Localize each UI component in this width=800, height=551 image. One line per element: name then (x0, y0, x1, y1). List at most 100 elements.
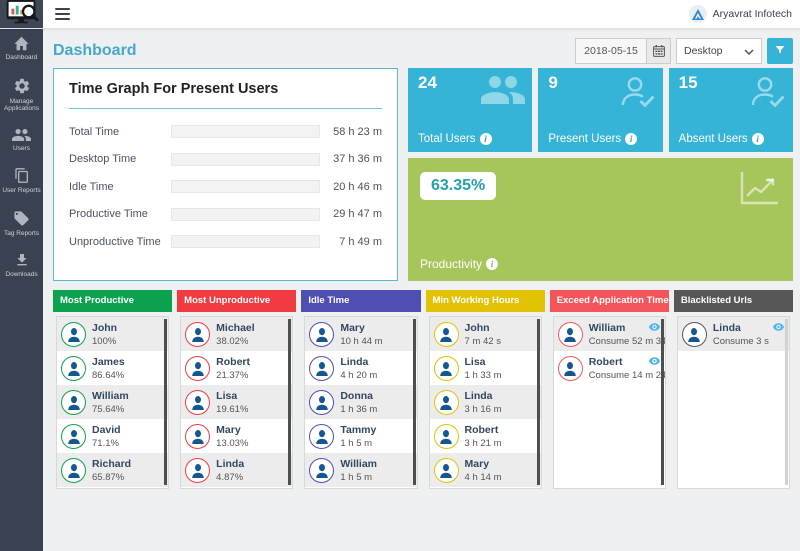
person-icon (67, 361, 80, 376)
user-text: Lisa 19.61% (216, 390, 248, 415)
sidebar-item-tag-reports[interactable]: Tag Reports (0, 202, 43, 245)
scrollbar[interactable] (536, 319, 540, 485)
person-icon (191, 327, 204, 342)
person-icon (440, 327, 452, 342)
sidebar-item-dashboard[interactable]: Dashboard (0, 28, 43, 69)
user-columns: Most Productive John 100% James 86.64% (53, 290, 794, 489)
user-value: 10 h 44 m (340, 335, 383, 347)
column-header: Exceed Application Time (549, 290, 669, 312)
sidebar-item-label: User Reports (2, 187, 41, 194)
list-item[interactable]: Linda Consume 3 s (677, 317, 790, 351)
time-graph-row: Idle Time 20 h 46 m (69, 173, 382, 201)
calendar-icon[interactable] (646, 39, 670, 63)
user-value: 4 h 14 m (464, 471, 502, 483)
column-header: Min Working Hours (425, 290, 545, 312)
sidebar-item-users[interactable]: Users (0, 120, 43, 160)
info-icon[interactable]: i (751, 133, 764, 145)
column-title: Blacklisted Urls (680, 295, 753, 306)
list-item[interactable]: John 7 m 42 s (429, 317, 541, 351)
filter-controls: Desktop (575, 38, 793, 64)
bar-value: 58 h 23 m (333, 125, 382, 138)
avatar (61, 457, 86, 483)
list-item[interactable]: Mary 4 h 14 m (429, 453, 541, 487)
list-item[interactable]: James 86.64% (57, 351, 169, 385)
sidebar-item-downloads[interactable]: Downloads (0, 244, 43, 286)
user-list: William Consume 52 m 34 Robert Consume 1… (552, 316, 666, 489)
info-icon[interactable]: i (486, 258, 499, 270)
avatar (61, 355, 86, 381)
person-icon (67, 327, 80, 342)
info-icon[interactable]: i (479, 133, 492, 145)
person-icon (191, 395, 204, 410)
list-item[interactable]: Richard 65.87% (57, 453, 169, 487)
list-item[interactable]: John 100% (57, 317, 169, 351)
list-item[interactable]: Lisa 19.61% (181, 385, 293, 419)
info-icon[interactable]: i (625, 133, 638, 145)
list-item[interactable]: William 75.64% (57, 385, 169, 419)
list-item[interactable]: Linda 3 h 16 m (429, 385, 541, 419)
avatar (433, 457, 459, 483)
scrollbar[interactable] (288, 319, 292, 485)
bar-track (171, 235, 320, 249)
column-title: Idle Time (308, 295, 350, 306)
productivity-card: 63.35% Productivity i (408, 158, 793, 281)
device-select[interactable]: Desktop (676, 38, 762, 64)
filter-button[interactable] (767, 38, 793, 64)
list-item[interactable]: Linda 4.87% (181, 453, 293, 487)
stat-label: Present Users (548, 133, 622, 145)
sidebar-item-user-reports[interactable]: User Reports (0, 159, 43, 202)
person-icon (316, 327, 328, 342)
stat-value: 15 (678, 73, 698, 92)
list-item[interactable]: Robert Consume 14 m 24 (553, 351, 665, 385)
eye-icon[interactable] (773, 323, 785, 331)
user-text: Tammy 1 h 5 m (340, 424, 376, 449)
brand[interactable]: Aryavrat Infotech (688, 0, 792, 28)
time-graph-row: Unproductive Time 7 h 49 m (69, 228, 382, 256)
home-icon (1, 36, 42, 51)
list-item[interactable]: Michael 38.02% (181, 317, 293, 351)
user-value: 3 h 16 m (464, 403, 502, 415)
list-item[interactable]: Linda 4 h 20 m (305, 351, 417, 385)
sidebar-item-manage-applications[interactable]: Manage Applications (0, 69, 43, 120)
user-text: William 75.64% (92, 390, 129, 415)
page-title: Dashboard (53, 42, 137, 59)
list-item[interactable]: Tammy 1 h 5 m (305, 419, 417, 453)
list-item[interactable]: William Consume 52 m 34 (553, 317, 666, 351)
user-list: John 7 m 42 s Lisa 1 h 33 m Linda 3 h 16… (428, 316, 542, 489)
list-item[interactable]: Mary 13.03% (181, 419, 293, 453)
scrollbar[interactable] (785, 319, 789, 485)
list-item[interactable]: Robert 21.37% (181, 351, 293, 385)
user-value: Consume 52 m 34 (588, 335, 666, 347)
absent-users-card: 15 Absent Users i (668, 68, 793, 152)
list-item[interactable]: Lisa 1 h 33 m (429, 351, 541, 385)
stat-value: 24 (418, 73, 437, 92)
user-value: 13.03% (216, 437, 249, 449)
person-icon (316, 429, 328, 444)
user-value: 7 m 42 s (464, 335, 501, 347)
scrollbar[interactable] (412, 319, 416, 485)
scrollbar[interactable] (660, 319, 664, 485)
list-item[interactable]: Mary 10 h 44 m (305, 317, 417, 351)
scrollbar[interactable] (164, 319, 168, 485)
list-item[interactable]: Robert 3 h 21 m (429, 419, 541, 453)
productivity-label-wrap: Productivity i (420, 257, 499, 271)
menu-toggle-icon[interactable] (55, 8, 70, 23)
person-check-icon (618, 74, 656, 115)
app-logo[interactable] (0, 0, 43, 28)
stat-label-wrap: Absent Users i (679, 133, 764, 145)
list-item[interactable]: Donna 1 h 36 m (305, 385, 417, 419)
eye-icon[interactable] (648, 357, 660, 365)
list-item[interactable]: William 1 h 5 m (305, 453, 417, 487)
user-value: 1 h 33 m (464, 369, 502, 381)
date-input[interactable] (576, 39, 646, 63)
time-graph-row: Desktop Time 37 h 36 m (69, 146, 382, 174)
avatar (557, 355, 583, 381)
eye-icon[interactable] (648, 323, 660, 331)
list-item[interactable]: David 71.1% (57, 419, 169, 453)
user-value: 100% (92, 335, 117, 347)
user-text: Lisa 1 h 33 m (465, 356, 502, 381)
person-icon (440, 429, 452, 444)
user-column: Most Unproductive Michael 38.02% Robert … (177, 290, 297, 489)
bar-label: Desktop Time (69, 153, 137, 166)
avatar (185, 457, 211, 483)
